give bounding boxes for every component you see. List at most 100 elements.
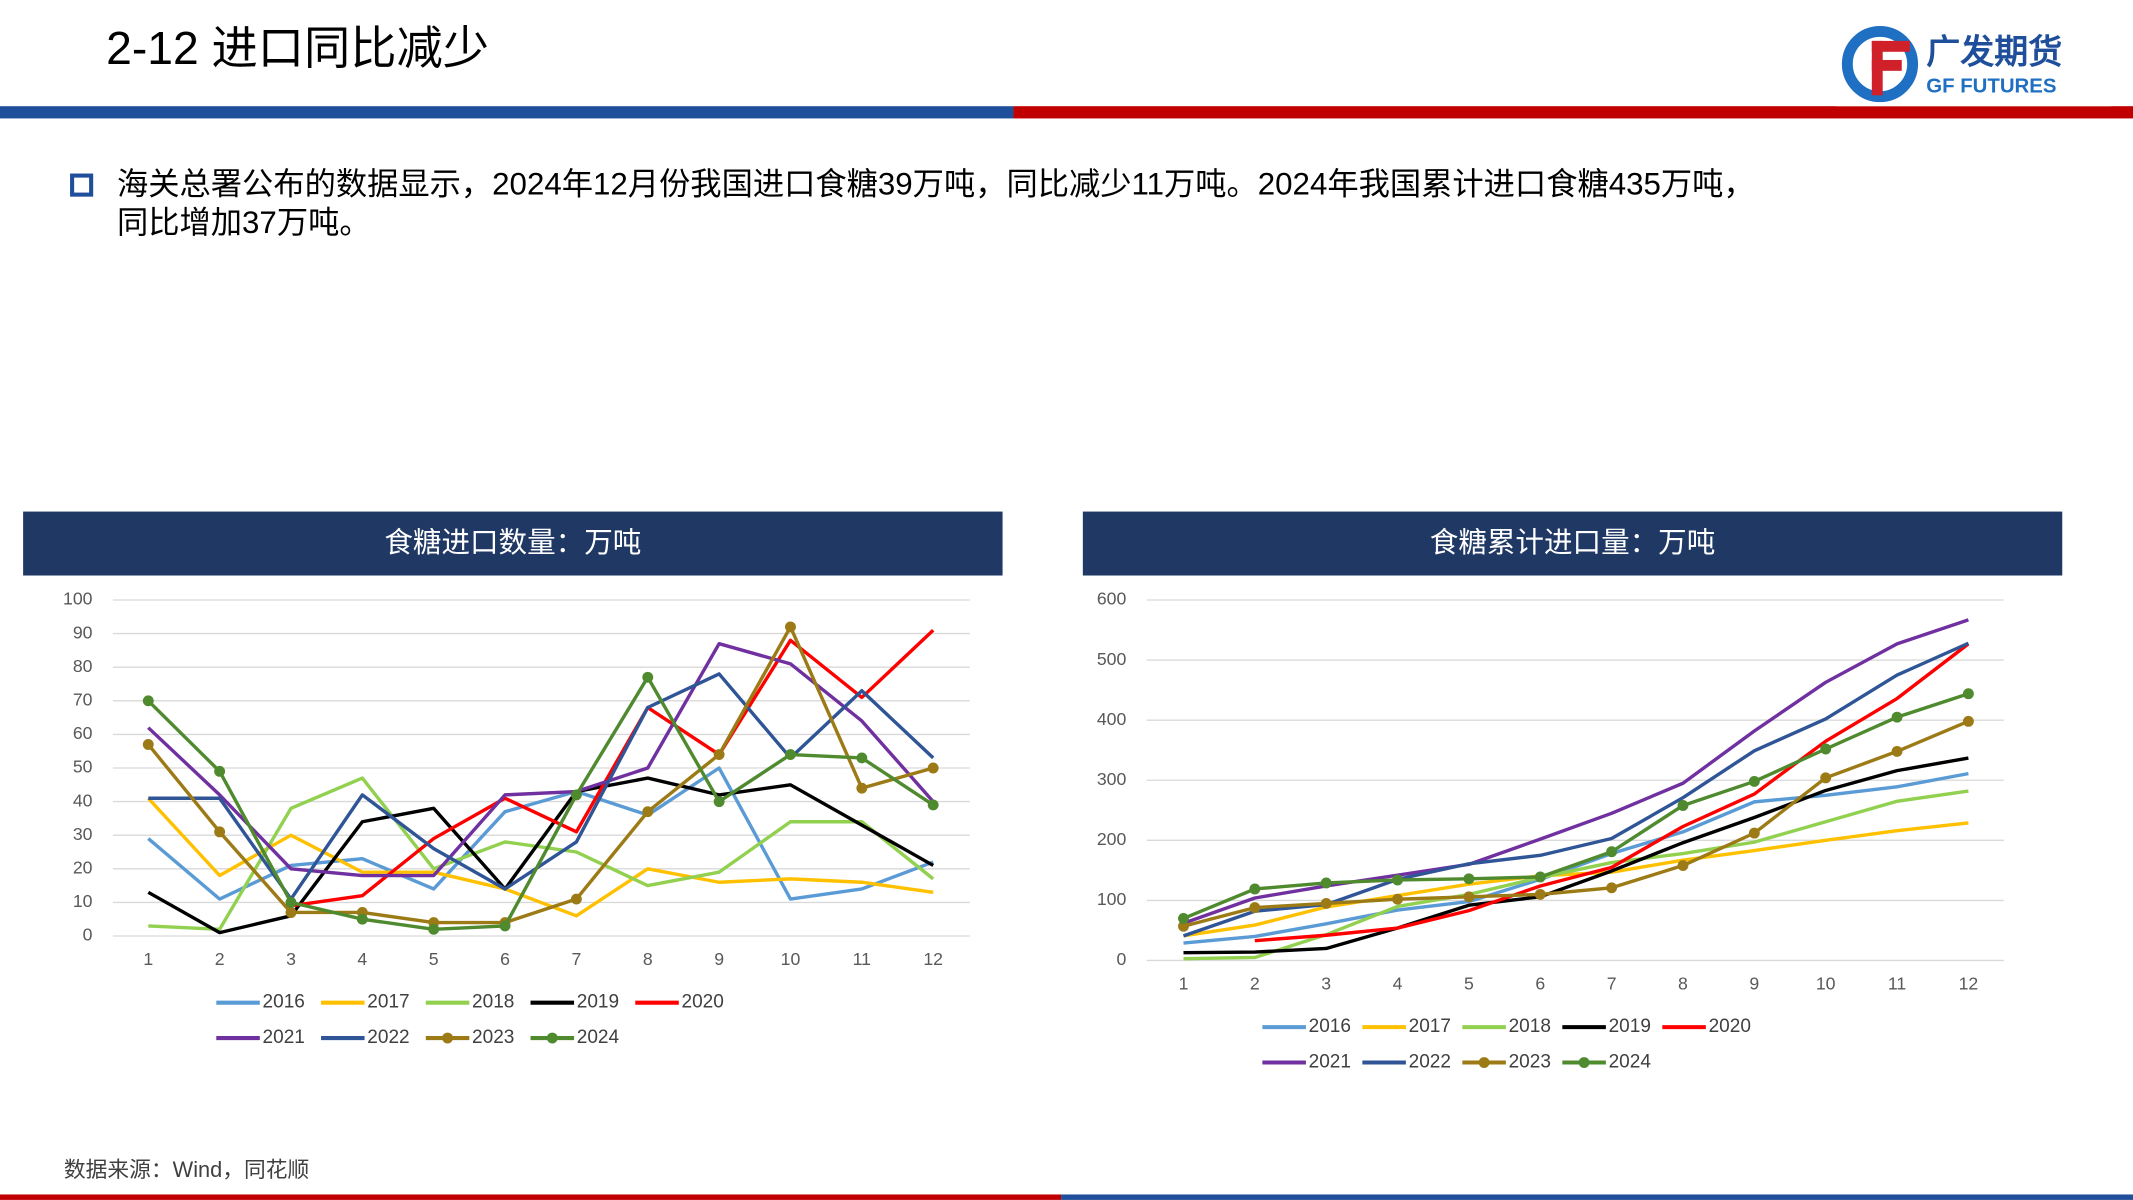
chart-title: 食糖进口数量：万吨 xyxy=(384,527,641,559)
x-tick-label: 1 xyxy=(143,949,153,969)
series-marker xyxy=(927,762,939,774)
x-tick-label: 12 xyxy=(1959,974,1979,994)
series-marker xyxy=(1606,846,1618,858)
series-marker xyxy=(1748,827,1760,839)
legend-label: 2022 xyxy=(1409,1052,1451,1073)
bullet-line: 海关总署公布的数据显示，2024年12月份我国进口食糖39万吨，同比减少11万吨… xyxy=(117,167,1755,202)
legend-label: 2020 xyxy=(1709,1016,1751,1037)
legend-label: 2021 xyxy=(1309,1052,1351,1073)
series-marker xyxy=(642,671,654,683)
y-tick-label: 60 xyxy=(73,723,93,743)
series-marker xyxy=(856,752,868,764)
x-tick-label: 1 xyxy=(1179,974,1189,994)
legend-label: 2016 xyxy=(263,992,305,1013)
legend-label: 2024 xyxy=(1609,1052,1652,1073)
footer-bar-red xyxy=(0,1194,1062,1200)
series-marker xyxy=(713,749,725,761)
x-tick-label: 12 xyxy=(923,949,943,969)
header-bar-blue xyxy=(0,106,1014,119)
series-marker xyxy=(1962,715,1974,727)
series-line xyxy=(146,625,934,925)
series-marker xyxy=(285,896,297,908)
x-tick-label: 6 xyxy=(500,949,510,969)
series-marker xyxy=(1249,902,1261,914)
chart-title: 食糖累计进口量：万吨 xyxy=(1430,527,1715,559)
series-marker xyxy=(285,907,297,918)
y-tick-label: 100 xyxy=(1097,889,1127,909)
y-tick-label: 100 xyxy=(63,589,93,609)
series-marker xyxy=(1178,920,1189,932)
series-marker xyxy=(142,695,154,707)
series-marker xyxy=(499,920,511,932)
series-line xyxy=(147,641,935,878)
y-tick-label: 0 xyxy=(83,925,93,945)
x-tick-label: 8 xyxy=(1678,974,1688,994)
series-line xyxy=(147,776,935,935)
series-line xyxy=(1183,756,1969,955)
series-line xyxy=(1254,642,1970,943)
footer-bar-blue xyxy=(1061,1194,2133,1200)
series-marker xyxy=(1392,874,1403,886)
x-tick-label: 11 xyxy=(853,949,871,969)
legend-label: 2019 xyxy=(577,992,619,1013)
header-bar-red xyxy=(1013,106,2133,119)
series-marker xyxy=(1820,743,1832,755)
source-note: 数据来源：Wind，同花顺 xyxy=(64,1157,309,1182)
legend-label: 2023 xyxy=(472,1027,514,1048)
x-tick-label: 9 xyxy=(714,949,724,969)
x-tick-label: 11 xyxy=(1888,974,1906,994)
series-marker xyxy=(1463,891,1475,903)
series-marker xyxy=(927,799,939,811)
legend-label: 2024 xyxy=(577,1027,620,1048)
x-tick-label: 3 xyxy=(1321,974,1331,994)
y-tick-label: 40 xyxy=(73,790,93,810)
slide-title: 2-12 进口同比减少 xyxy=(106,22,489,74)
series-line xyxy=(1182,692,1969,921)
x-tick-label: 3 xyxy=(286,949,296,969)
y-tick-label: 80 xyxy=(73,656,93,676)
y-tick-label: 90 xyxy=(73,622,93,642)
series-line xyxy=(147,797,934,918)
legend-marker xyxy=(1578,1057,1590,1068)
legend-label: 2021 xyxy=(263,1027,305,1048)
legend-label: 2017 xyxy=(1409,1016,1451,1037)
chart-header xyxy=(23,511,1003,576)
series-marker xyxy=(1820,772,1832,784)
series-marker xyxy=(1249,883,1261,895)
x-tick-label: 2 xyxy=(1250,974,1260,994)
x-tick-label: 4 xyxy=(357,949,367,969)
chart-header xyxy=(1082,511,2063,576)
x-tick-label: 6 xyxy=(1535,974,1545,994)
series-marker xyxy=(1320,877,1332,889)
legend-label: 2022 xyxy=(367,1027,409,1048)
x-tick-label: 8 xyxy=(643,949,653,969)
series-line xyxy=(1183,719,1970,928)
series-marker xyxy=(1178,912,1189,924)
series-line xyxy=(1183,821,1969,938)
series-line xyxy=(147,766,934,901)
x-tick-label: 2 xyxy=(215,949,225,969)
logo-mark xyxy=(1841,25,1919,103)
series-marker xyxy=(1320,897,1332,909)
y-tick-label: 10 xyxy=(73,891,93,911)
series-marker xyxy=(214,765,226,777)
series-line xyxy=(148,776,935,931)
x-tick-label: 10 xyxy=(781,949,801,969)
y-tick-label: 30 xyxy=(73,824,93,844)
series-marker xyxy=(1392,893,1403,905)
series-marker xyxy=(1962,688,1974,700)
series-marker xyxy=(1677,860,1689,872)
series-line xyxy=(290,629,935,908)
bullet-icon xyxy=(70,173,94,197)
x-tick-label: 9 xyxy=(1749,974,1759,994)
logo-name: 广发期货 xyxy=(1926,33,2062,71)
legend-label: 2019 xyxy=(1609,1016,1651,1037)
series-marker xyxy=(1463,873,1475,885)
series-line xyxy=(1182,618,1969,925)
series-line xyxy=(148,672,935,901)
y-tick-label: 400 xyxy=(1097,709,1127,729)
series-marker xyxy=(1748,776,1760,787)
series-marker xyxy=(1891,745,1903,757)
series-marker xyxy=(785,621,796,633)
